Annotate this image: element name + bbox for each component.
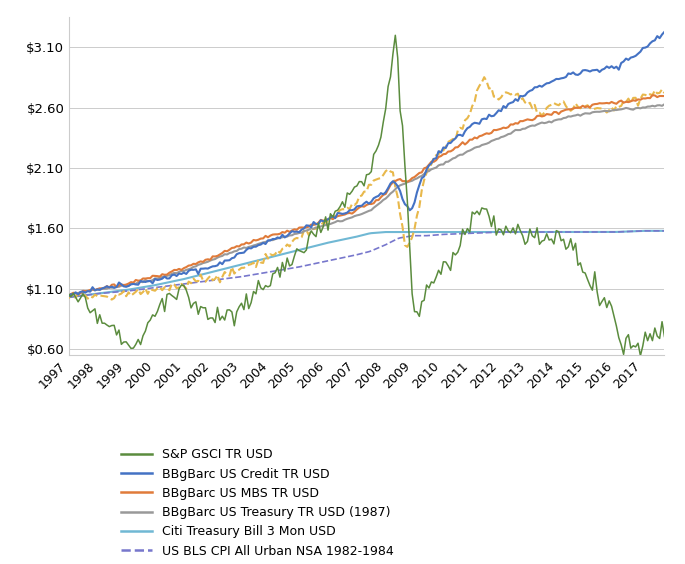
BBgBarc US Treasury TIPS TR USD — [240, 265, 248, 271]
BBgBarc US Treasury TIPS TR USD — [660, 90, 669, 96]
Citi Treasury Bill 3 Mon USD — [238, 261, 246, 268]
US BLS CPI All Urban NSA 1982-1984 — [437, 231, 445, 238]
BBgBarc US Credit TR USD — [238, 250, 246, 257]
BBgBarc US Treasury TR USD (1987) — [593, 108, 601, 115]
BBgBarc US MBS TR USD — [238, 241, 246, 248]
BBgBarc US Credit TR USD — [425, 162, 433, 169]
Line: BBgBarc US Treasury TR USD (1987): BBgBarc US Treasury TR USD (1987) — [68, 104, 664, 296]
Line: Citi Treasury Bill 3 Mon USD: Citi Treasury Bill 3 Mon USD — [68, 231, 664, 297]
BBgBarc US Treasury TR USD (1987) — [437, 161, 445, 168]
US BLS CPI All Urban NSA 1982-1984 — [425, 232, 433, 239]
BBgBarc US Treasury TIPS TR USD — [439, 147, 447, 154]
US BLS CPI All Urban NSA 1982-1984 — [233, 274, 241, 281]
S&P GSCI TR USD — [434, 267, 443, 274]
Line: US BLS CPI All Urban NSA 1982-1984: US BLS CPI All Urban NSA 1982-1984 — [68, 231, 664, 297]
Citi Treasury Bill 3 Mon USD — [641, 227, 649, 234]
S&P GSCI TR USD — [233, 309, 241, 315]
BBgBarc US Credit TR USD — [660, 28, 669, 35]
BBgBarc US Treasury TR USD (1987) — [238, 245, 246, 252]
Line: BBgBarc US Credit TR USD: BBgBarc US Credit TR USD — [68, 32, 664, 296]
BBgBarc US MBS TR USD — [233, 243, 241, 249]
BBgBarc US Treasury TIPS TR USD — [64, 295, 73, 302]
Line: BBgBarc US Treasury TIPS TR USD: BBgBarc US Treasury TIPS TR USD — [68, 77, 664, 299]
BBgBarc US MBS TR USD — [432, 157, 440, 164]
BBgBarc US MBS TR USD — [437, 153, 445, 160]
US BLS CPI All Urban NSA 1982-1984 — [593, 228, 601, 235]
S&P GSCI TR USD — [64, 291, 73, 298]
BBgBarc US Treasury TIPS TR USD — [108, 296, 116, 303]
US BLS CPI All Urban NSA 1982-1984 — [660, 227, 669, 234]
Line: BBgBarc US MBS TR USD: BBgBarc US MBS TR USD — [68, 95, 664, 296]
S&P GSCI TR USD — [595, 302, 603, 309]
US BLS CPI All Urban NSA 1982-1984 — [238, 274, 246, 280]
US BLS CPI All Urban NSA 1982-1984 — [432, 232, 440, 239]
BBgBarc US Treasury TIPS TR USD — [480, 74, 488, 81]
BBgBarc US Credit TR USD — [437, 149, 445, 156]
S&P GSCI TR USD — [391, 32, 399, 39]
Citi Treasury Bill 3 Mon USD — [432, 228, 440, 235]
Citi Treasury Bill 3 Mon USD — [64, 294, 73, 301]
Citi Treasury Bill 3 Mon USD — [425, 228, 433, 235]
S&P GSCI TR USD — [636, 352, 645, 359]
BBgBarc US MBS TR USD — [593, 100, 601, 107]
US BLS CPI All Urban NSA 1982-1984 — [641, 227, 649, 234]
BBgBarc US Treasury TR USD (1987) — [64, 292, 73, 299]
Legend: S&P GSCI TR USD, BBgBarc US Credit TR USD, BBgBarc US MBS TR USD, BBgBarc US Tre: S&P GSCI TR USD, BBgBarc US Credit TR US… — [116, 443, 399, 564]
Citi Treasury Bill 3 Mon USD — [593, 228, 601, 235]
Line: S&P GSCI TR USD: S&P GSCI TR USD — [68, 36, 664, 356]
BBgBarc US Treasury TIPS TR USD — [598, 105, 606, 112]
BBgBarc US Treasury TR USD (1987) — [233, 248, 241, 254]
BBgBarc US Treasury TIPS TR USD — [235, 266, 243, 273]
BBgBarc US Treasury TIPS TR USD — [434, 151, 443, 158]
S&P GSCI TR USD — [427, 279, 436, 285]
BBgBarc US MBS TR USD — [425, 161, 433, 168]
BBgBarc US Treasury TR USD (1987) — [425, 168, 433, 174]
BBgBarc US Credit TR USD — [233, 251, 241, 258]
Citi Treasury Bill 3 Mon USD — [437, 228, 445, 235]
BBgBarc US Credit TR USD — [432, 155, 440, 162]
BBgBarc US Credit TR USD — [593, 67, 601, 73]
Citi Treasury Bill 3 Mon USD — [233, 262, 241, 269]
Citi Treasury Bill 3 Mon USD — [660, 227, 669, 234]
S&P GSCI TR USD — [238, 300, 246, 307]
US BLS CPI All Urban NSA 1982-1984 — [64, 294, 73, 301]
BBgBarc US Treasury TIPS TR USD — [427, 161, 436, 168]
S&P GSCI TR USD — [660, 333, 669, 340]
BBgBarc US MBS TR USD — [660, 92, 669, 99]
BBgBarc US MBS TR USD — [64, 293, 73, 299]
BBgBarc US Treasury TR USD (1987) — [432, 164, 440, 171]
BBgBarc US MBS TR USD — [648, 92, 656, 99]
BBgBarc US Credit TR USD — [64, 293, 73, 299]
BBgBarc US Treasury TR USD (1987) — [660, 101, 669, 108]
S&P GSCI TR USD — [439, 258, 447, 265]
